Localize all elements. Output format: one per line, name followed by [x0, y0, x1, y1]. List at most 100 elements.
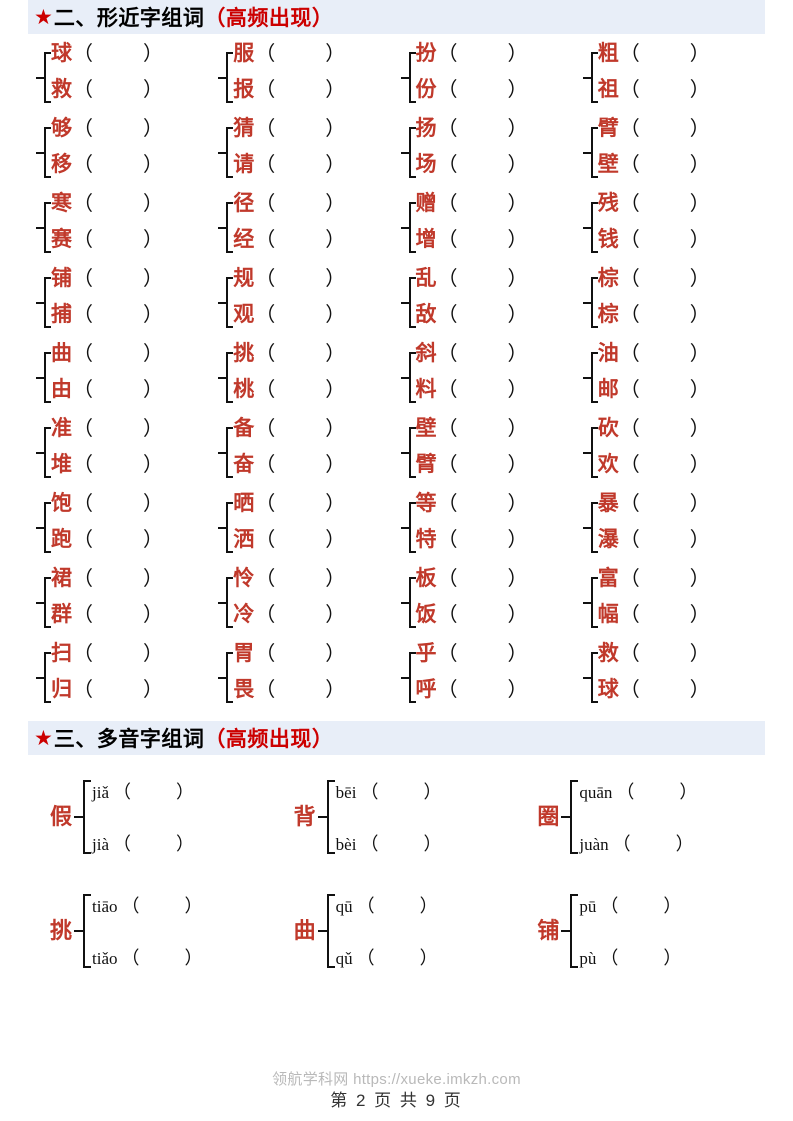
answer-blank[interactable]: （ ）: [616, 782, 698, 802]
answer-blank[interactable]: （ ）: [73, 118, 163, 140]
answer-blank[interactable]: （ ）: [255, 679, 346, 701]
answer-blank[interactable]: （ ）: [437, 154, 528, 176]
answer-blank[interactable]: （ ）: [113, 782, 195, 802]
answer-blank[interactable]: （ ）: [255, 193, 346, 215]
answer-blank[interactable]: （ ）: [437, 43, 528, 65]
answer-blank[interactable]: （ ）: [437, 304, 528, 326]
answer-blank[interactable]: （ ）: [437, 418, 528, 440]
pair-row-top: 扮（ ）: [416, 43, 581, 76]
answer-blank[interactable]: （ ）: [255, 118, 346, 140]
answer-blank[interactable]: （ ）: [619, 493, 710, 515]
answer-blank[interactable]: （ ）: [255, 343, 346, 365]
answer-blank[interactable]: （ ）: [619, 154, 710, 176]
answer-blank[interactable]: （ ）: [73, 43, 163, 65]
answer-blank[interactable]: （ ）: [437, 679, 528, 701]
answer-blank[interactable]: （ ）: [73, 268, 163, 290]
answer-blank[interactable]: （ ）: [73, 529, 163, 551]
answer-blank[interactable]: （ ）: [619, 268, 710, 290]
answer-blank[interactable]: （ ）: [73, 568, 163, 590]
answer-blank[interactable]: （ ）: [255, 43, 346, 65]
answer-blank[interactable]: （ ）: [73, 229, 163, 251]
answer-blank[interactable]: （ ）: [73, 379, 163, 401]
answer-blank[interactable]: （ ）: [619, 679, 710, 701]
answer-blank[interactable]: （ ）: [619, 454, 710, 476]
answer-blank[interactable]: （ ）: [73, 643, 163, 665]
answer-blank[interactable]: （ ）: [619, 304, 710, 326]
answer-blank[interactable]: （ ）: [255, 268, 346, 290]
answer-blank[interactable]: （ ）: [255, 229, 346, 251]
answer-blank[interactable]: （ ）: [255, 154, 346, 176]
answer-blank[interactable]: （ ）: [437, 529, 528, 551]
answer-blank[interactable]: （ ）: [619, 79, 710, 101]
answer-blank[interactable]: （ ）: [437, 229, 528, 251]
answer-blank[interactable]: （ ）: [619, 604, 710, 626]
answer-blank[interactable]: （ ）: [73, 604, 163, 626]
answer-blank[interactable]: （ ）: [619, 643, 710, 665]
character-pair: 胃（ ）畏（ ）: [216, 640, 398, 715]
answer-blank[interactable]: （ ）: [360, 782, 442, 802]
answer-blank[interactable]: （ ）: [73, 454, 163, 476]
answer-blank[interactable]: （ ）: [121, 948, 203, 968]
answer-blank[interactable]: （ ）: [437, 568, 528, 590]
answer-blank[interactable]: （ ）: [255, 529, 346, 551]
answer-blank[interactable]: （ ）: [619, 343, 710, 365]
answer-blank[interactable]: （ ）: [612, 834, 694, 854]
answer-blank[interactable]: （ ）: [437, 79, 528, 101]
answer-blank[interactable]: （ ）: [437, 118, 528, 140]
answer-blank[interactable]: （ ）: [360, 834, 442, 854]
answer-blank[interactable]: （ ）: [255, 379, 346, 401]
answer-blank[interactable]: （ ）: [73, 343, 163, 365]
character-pair: 救（ ）球（ ）: [581, 640, 763, 715]
pair-row-top: 球（ ）: [51, 43, 216, 76]
answer-blank[interactable]: （ ）: [619, 193, 710, 215]
answer-blank[interactable]: （ ）: [356, 896, 438, 916]
pair-brace-icon: [36, 490, 51, 565]
pair-row-top: 残（ ）: [598, 193, 763, 226]
answer-blank[interactable]: （ ）: [437, 493, 528, 515]
answer-blank[interactable]: （ ）: [437, 379, 528, 401]
answer-blank[interactable]: （ ）: [73, 79, 163, 101]
answer-blank[interactable]: （ ）: [437, 643, 528, 665]
answer-blank[interactable]: （ ）: [600, 948, 682, 968]
pair-row-top: 猜（ ）: [233, 118, 398, 151]
answer-blank[interactable]: （ ）: [255, 304, 346, 326]
answer-blank[interactable]: （ ）: [255, 454, 346, 476]
answer-blank[interactable]: （ ）: [619, 229, 710, 251]
answer-blank[interactable]: （ ）: [437, 193, 528, 215]
answer-blank[interactable]: （ ）: [73, 493, 163, 515]
answer-blank[interactable]: （ ）: [437, 454, 528, 476]
answer-blank[interactable]: （ ）: [255, 604, 346, 626]
answer-blank[interactable]: （ ）: [619, 529, 710, 551]
answer-blank[interactable]: （ ）: [437, 604, 528, 626]
answer-blank[interactable]: （ ）: [255, 568, 346, 590]
answer-blank[interactable]: （ ）: [619, 568, 710, 590]
answer-blank[interactable]: （ ）: [600, 896, 682, 916]
answer-blank[interactable]: （ ）: [619, 43, 710, 65]
answer-blank[interactable]: （ ）: [619, 379, 710, 401]
answer-blank[interactable]: （ ）: [73, 154, 163, 176]
polyphonic-hanzi: 假: [50, 804, 73, 829]
character-pair: 晒（ ）洒（ ）: [216, 490, 398, 565]
answer-blank[interactable]: （ ）: [255, 493, 346, 515]
answer-blank[interactable]: （ ）: [73, 304, 163, 326]
answer-blank[interactable]: （ ）: [73, 418, 163, 440]
answer-blank[interactable]: （ ）: [619, 418, 710, 440]
pair-row-bottom: 棕（ ）: [598, 304, 763, 337]
answer-blank[interactable]: （ ）: [73, 679, 163, 701]
star-icon: ★: [34, 725, 53, 750]
answer-blank[interactable]: （ ）: [437, 268, 528, 290]
hanzi-character: 壁: [597, 152, 619, 176]
answer-blank[interactable]: （ ）: [255, 643, 346, 665]
answer-blank[interactable]: （ ）: [255, 79, 346, 101]
answer-blank[interactable]: （ ）: [437, 343, 528, 365]
answer-blank[interactable]: （ ）: [121, 896, 203, 916]
answer-blank[interactable]: （ ）: [356, 948, 438, 968]
answer-blank[interactable]: （ ）: [113, 834, 195, 854]
answer-blank[interactable]: （ ）: [73, 193, 163, 215]
character-pair: 服（ ）报（ ）: [216, 40, 398, 115]
answer-blank[interactable]: （ ）: [619, 118, 710, 140]
pair-brace-icon: [582, 40, 598, 115]
pinyin-row-bottom: tiǎo （ ）: [92, 944, 203, 970]
answer-blank[interactable]: （ ）: [255, 418, 346, 440]
pair-row-top: 救（ ）: [598, 643, 763, 676]
